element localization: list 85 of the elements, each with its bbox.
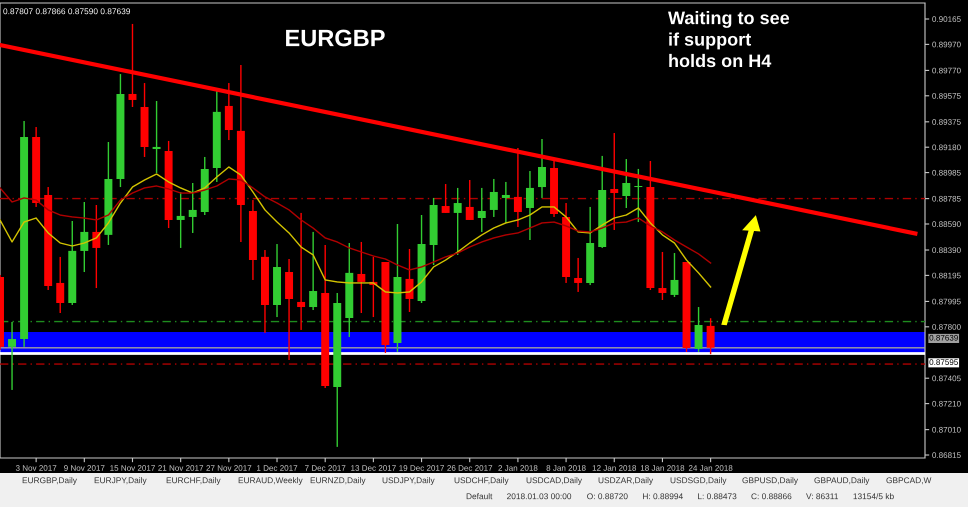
y-tick-label: 0.87405 xyxy=(932,376,961,382)
annotation: Waiting to see if support holds on H4 xyxy=(668,11,790,68)
text: O: 0.88720 xyxy=(587,493,628,500)
y-tick-label: 0.88985 xyxy=(932,170,961,176)
x-tick-label: 9 Nov 2017 xyxy=(64,465,105,471)
candlestick xyxy=(706,318,715,355)
candlestick xyxy=(406,248,414,313)
text: EURGBP,Daily xyxy=(22,477,77,485)
candlestick xyxy=(502,181,510,224)
text: EURCHF,Daily xyxy=(166,477,221,485)
text: GBPAUD,Daily xyxy=(814,477,870,485)
text: GBPUSD,Daily xyxy=(742,477,798,485)
candlestick xyxy=(56,256,64,314)
text: USDCHF,Daily xyxy=(454,477,509,485)
x-tick-label: 19 Dec 2017 xyxy=(399,465,444,471)
candlestick xyxy=(490,178,498,218)
candlestick xyxy=(694,306,703,353)
x-tick-label: 8 Jan 2018 xyxy=(546,465,586,471)
candlestick xyxy=(152,100,161,174)
candlestick xyxy=(8,321,16,391)
candlestick xyxy=(357,241,366,314)
text: USDSGD,Daily xyxy=(670,477,726,485)
candlestick xyxy=(466,179,474,221)
x-tick-label: 12 Jan 2018 xyxy=(592,465,636,471)
candlestick xyxy=(622,158,630,209)
text: GBPCAD,W xyxy=(886,477,932,484)
text: Default xyxy=(466,493,492,500)
y-tick-label: 0.89770 xyxy=(932,68,961,74)
x-tick-label: 3 Nov 2017 xyxy=(16,465,56,471)
y-tick-label: 0.88590 xyxy=(932,221,961,227)
x-tick-label: 26 Dec 2017 xyxy=(447,465,492,471)
candlestick xyxy=(610,132,618,231)
x-tick-label: 18 Jan 2018 xyxy=(640,465,684,471)
x-tick-label: 27 Nov 2017 xyxy=(206,465,252,471)
text: 2018.01.03 00:00 xyxy=(507,493,572,500)
candlestick xyxy=(176,191,185,249)
candlestick xyxy=(658,251,666,301)
candlestick xyxy=(80,201,88,273)
x-tick-label: 21 Nov 2017 xyxy=(158,465,204,471)
candlestick xyxy=(670,252,678,298)
y-tick-label: 0.90165 xyxy=(932,16,961,22)
y-tick-label: 0.89180 xyxy=(932,144,961,150)
y-tick-label: 0.88785 xyxy=(932,196,961,202)
candlestick xyxy=(514,147,522,228)
x-tick-label: 1 Dec 2017 xyxy=(257,465,298,471)
candlestick xyxy=(188,182,197,234)
y-tick-label: 0.87995 xyxy=(932,298,961,304)
y-tick-label: 0.89575 xyxy=(932,93,961,99)
y-tick-label: 0.88390 xyxy=(932,247,961,254)
candlestick xyxy=(454,187,462,256)
text: EURNZD,Daily xyxy=(310,477,366,485)
ref-line-label: 0.87595 xyxy=(929,359,958,365)
candlestick xyxy=(526,170,534,241)
text: H: 0.88994 xyxy=(643,493,683,500)
ref-line-label: 0.87639 xyxy=(929,334,958,341)
candlestick xyxy=(634,168,642,223)
candlestick xyxy=(574,257,582,293)
y-tick-label: 0.87800 xyxy=(932,324,961,330)
text: USDZAR,Daily xyxy=(598,477,654,485)
candlestick xyxy=(442,183,450,214)
candlestick xyxy=(478,187,486,233)
y-tick-label: 0.87010 xyxy=(932,426,961,433)
x-tick-label: 15 Nov 2017 xyxy=(110,465,155,471)
text: EURJPY,Daily xyxy=(94,477,147,485)
x-tick-label: 7 Dec 2017 xyxy=(305,465,346,471)
text: L: 0.88473 xyxy=(698,493,736,500)
y-tick-label: 0.89970 xyxy=(932,42,961,48)
text: USDCAD,Daily xyxy=(526,477,582,485)
text: EURAUD,Weekly xyxy=(238,477,303,485)
y-tick-label: 0.88195 xyxy=(932,272,961,278)
y-tick-label: 0.86815 xyxy=(932,452,961,458)
text: C: 0.88866 xyxy=(751,493,792,500)
candlestick xyxy=(309,231,318,311)
y-tick-label: 0.89375 xyxy=(932,119,961,125)
text: USDJPY,Daily xyxy=(382,477,435,485)
annotation: 0.87807 0.87866 0.87590 0.87639 xyxy=(3,8,130,14)
text: EURGBP xyxy=(286,30,385,46)
text: 13154/5 kb xyxy=(854,493,894,500)
candlestick xyxy=(538,138,546,199)
x-tick-label: 13 Dec 2017 xyxy=(351,465,396,471)
x-tick-label: 2 Jan 2018 xyxy=(498,465,538,471)
text: V: 86311 xyxy=(806,493,838,500)
x-tick-label: 24 Jan 2018 xyxy=(688,465,732,471)
y-tick-label: 0.87210 xyxy=(932,400,961,407)
candlestick xyxy=(297,212,306,331)
